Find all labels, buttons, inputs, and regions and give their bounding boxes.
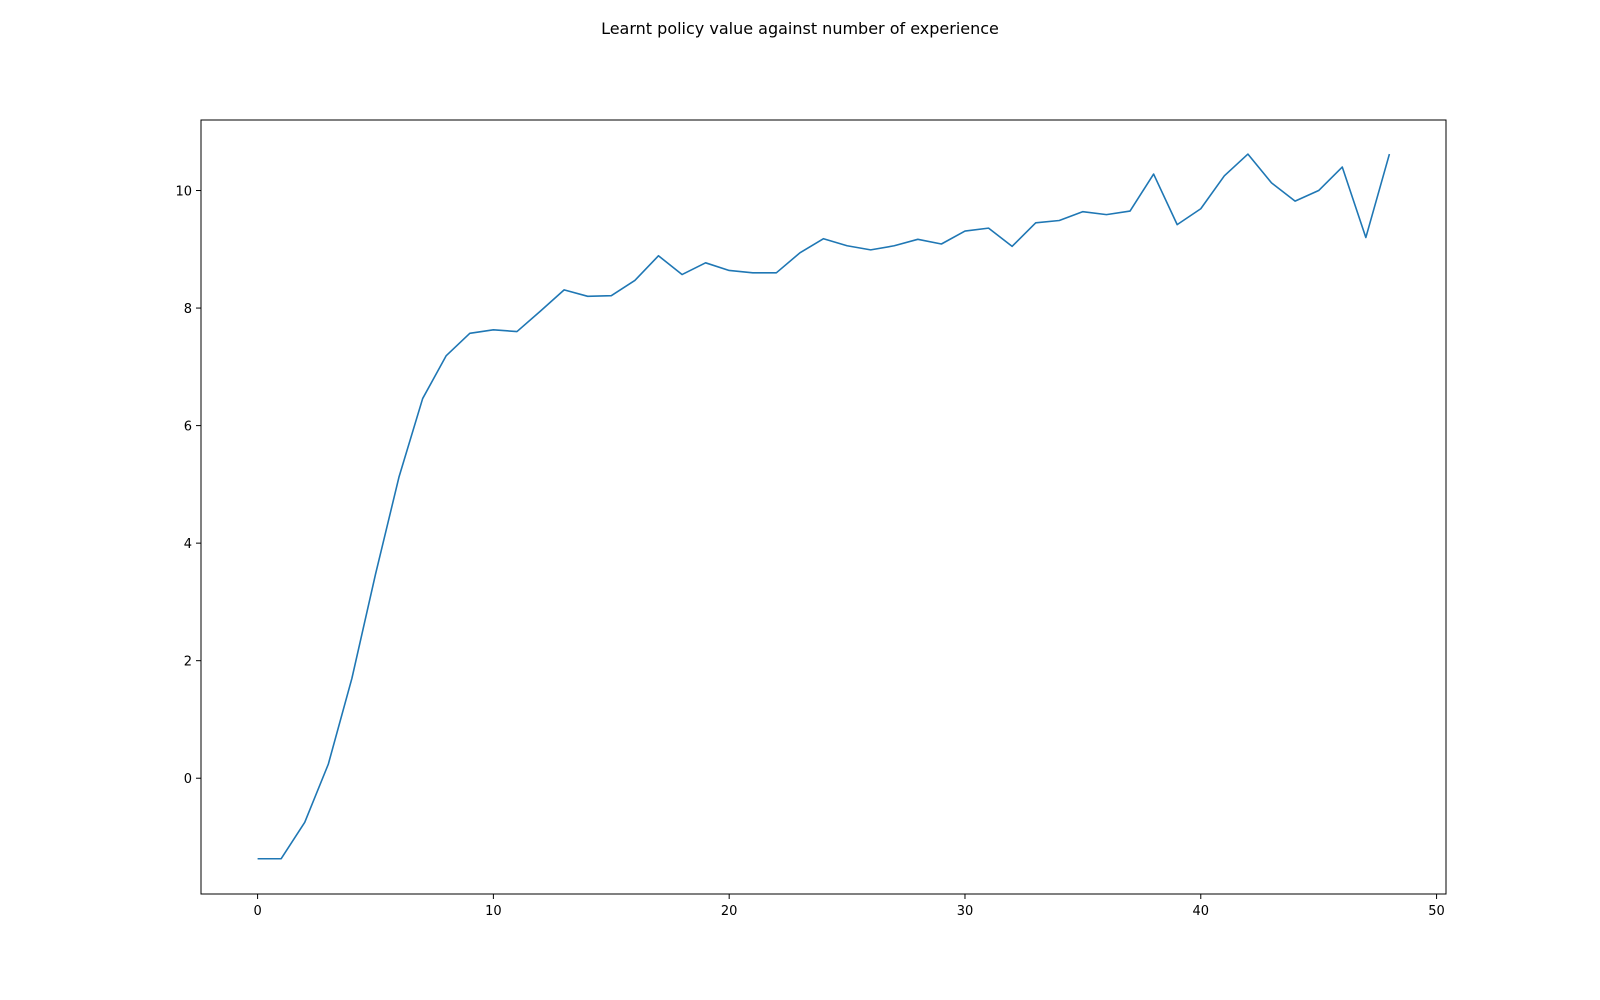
x-tick-label: 0	[253, 904, 261, 919]
y-axis: 0 2 4 6 8 10	[175, 185, 201, 787]
plot-area	[257, 153, 1391, 860]
x-tick-label: 40	[1192, 904, 1209, 919]
x-tick-label: 30	[957, 904, 974, 919]
y-tick-label: 4	[184, 537, 192, 552]
y-tick-label: 10	[175, 185, 192, 200]
y-tick-label: 8	[184, 302, 192, 317]
x-tick-label: 10	[485, 904, 502, 919]
y-tick-label: 6	[184, 420, 192, 435]
series-line-0	[257, 153, 1391, 860]
x-tick-label: 50	[1428, 904, 1445, 919]
y-tick-label: 0	[184, 772, 192, 787]
chart-title: Learnt policy value against number of ex…	[601, 19, 999, 38]
x-axis: 0 10 20 30 40 50	[253, 894, 1445, 919]
x-tick-label: 20	[721, 904, 738, 919]
plot-frame	[200, 119, 1447, 895]
y-tick-label: 2	[184, 655, 192, 670]
